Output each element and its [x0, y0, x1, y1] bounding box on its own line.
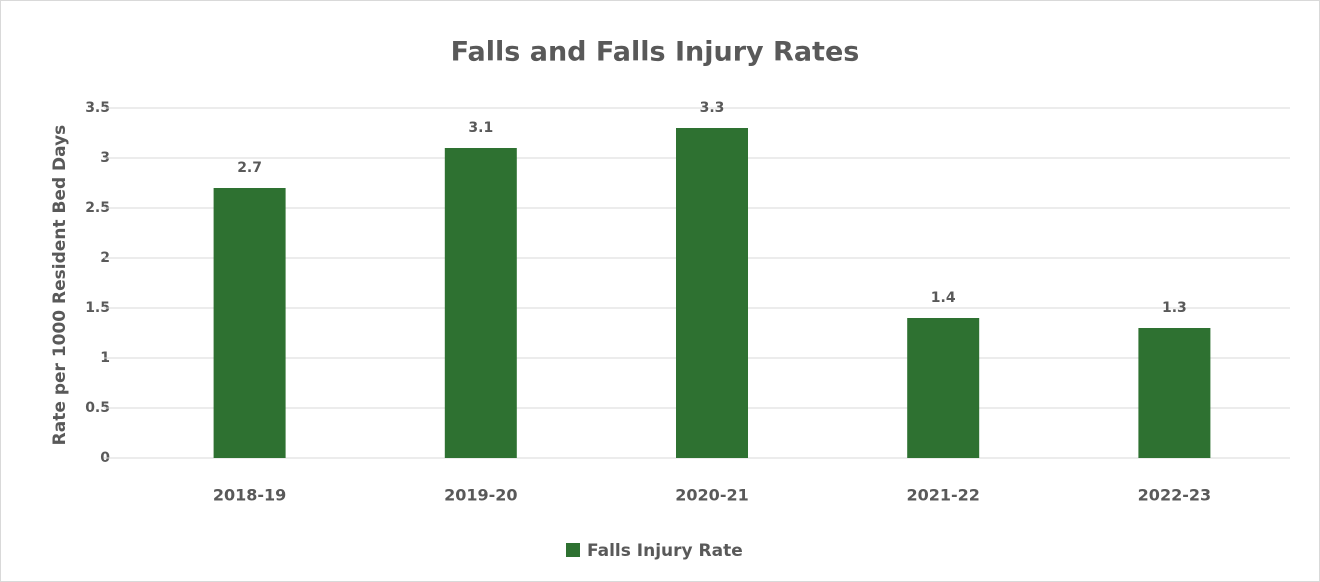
chart-title: Falls and Falls Injury Rates — [451, 37, 860, 68]
data-label: 2.7 — [237, 160, 262, 176]
data-label: 1.3 — [1162, 300, 1187, 316]
y-tick-label: 0.5 — [85, 400, 110, 416]
bar — [444, 148, 517, 458]
x-tick-label: 2021-22 — [906, 486, 979, 505]
legend-label: Falls Injury Rate — [587, 541, 743, 561]
data-label: 3.3 — [700, 100, 725, 116]
y-axis-label: Rate per 1000 Resident Bed Days — [50, 125, 70, 446]
y-tick-label: 2.5 — [85, 200, 110, 216]
y-tick-label: 1.5 — [85, 300, 110, 316]
bar — [1138, 328, 1211, 458]
x-tick-label: 2022-23 — [1138, 486, 1211, 505]
x-tick-label: 2020-21 — [675, 486, 748, 505]
x-tick-label: 2019-20 — [444, 486, 517, 505]
data-label: 3.1 — [468, 120, 493, 136]
bar — [213, 188, 286, 458]
legend-swatch — [566, 543, 580, 557]
y-tick-label: 3.5 — [85, 100, 110, 116]
data-label: 1.4 — [931, 290, 956, 306]
bar — [676, 128, 748, 458]
x-tick-label: 2018-19 — [213, 486, 286, 505]
bar — [907, 318, 980, 458]
